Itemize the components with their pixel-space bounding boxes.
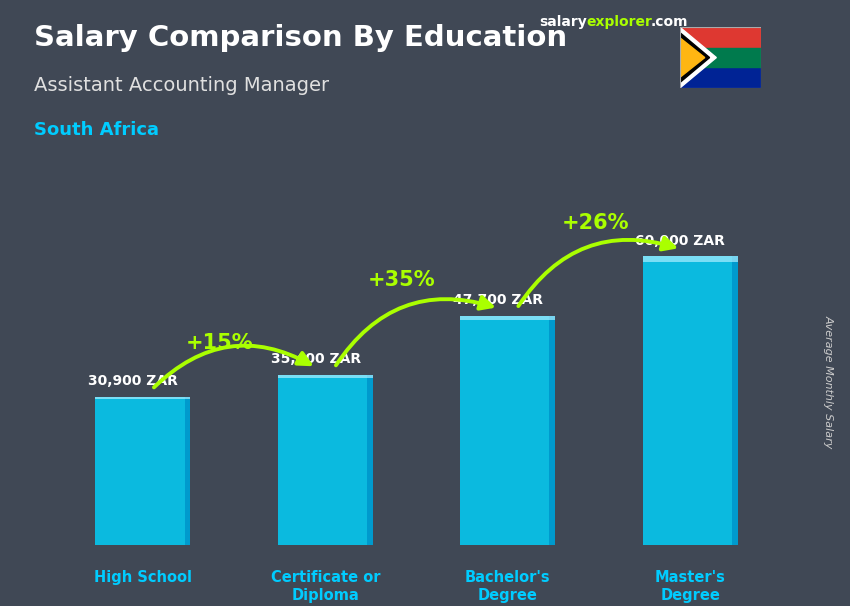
Bar: [461, 316, 555, 545]
Bar: [549, 316, 555, 545]
Text: 60,000 ZAR: 60,000 ZAR: [636, 234, 725, 248]
Text: .com: .com: [650, 15, 688, 29]
Text: Master's
Degree: Master's Degree: [654, 570, 726, 603]
Text: +26%: +26%: [562, 213, 629, 233]
Bar: [95, 396, 190, 545]
Text: High School: High School: [94, 570, 192, 585]
Bar: [680, 58, 761, 88]
Text: +35%: +35%: [368, 270, 436, 290]
Text: Assistant Accounting Manager: Assistant Accounting Manager: [34, 76, 329, 95]
Bar: [732, 256, 738, 545]
Text: Average Monthly Salary: Average Monthly Salary: [824, 315, 834, 448]
Polygon shape: [680, 27, 717, 88]
Bar: [461, 316, 555, 320]
Bar: [680, 27, 761, 58]
Text: Certificate or
Diploma: Certificate or Diploma: [270, 570, 380, 603]
Bar: [643, 256, 738, 262]
Text: 30,900 ZAR: 30,900 ZAR: [88, 374, 178, 388]
Bar: [367, 375, 372, 545]
Polygon shape: [680, 33, 710, 82]
Text: South Africa: South Africa: [34, 121, 159, 139]
Text: explorer: explorer: [586, 15, 653, 29]
Text: +15%: +15%: [185, 333, 253, 353]
Text: salary: salary: [540, 15, 587, 29]
Bar: [184, 396, 190, 545]
Text: 47,700 ZAR: 47,700 ZAR: [453, 293, 543, 307]
Polygon shape: [680, 38, 705, 77]
Bar: [95, 396, 190, 399]
Bar: [680, 48, 761, 67]
Text: 35,400 ZAR: 35,400 ZAR: [270, 352, 360, 366]
Text: Salary Comparison By Education: Salary Comparison By Education: [34, 24, 567, 52]
Bar: [278, 375, 372, 378]
Bar: [643, 256, 738, 545]
Text: Bachelor's
Degree: Bachelor's Degree: [465, 570, 551, 603]
Bar: [278, 375, 372, 545]
